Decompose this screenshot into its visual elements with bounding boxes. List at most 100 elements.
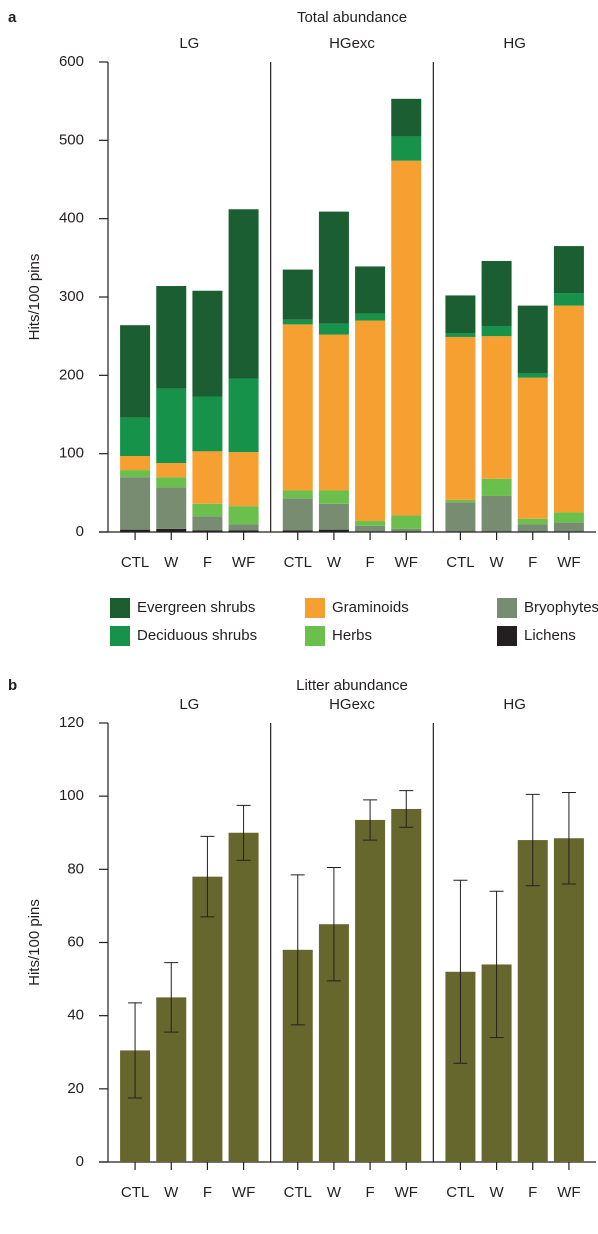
bar	[228, 832, 259, 1162]
bar-segment	[318, 503, 349, 530]
error-bar	[236, 804, 251, 861]
bar-segment	[192, 396, 223, 452]
x-tick-label: F	[365, 1184, 374, 1201]
bar-segment	[517, 531, 548, 532]
bar-segment	[355, 266, 386, 314]
y-tick-label: 600	[59, 53, 84, 70]
bar-segment	[553, 531, 584, 532]
error-bar	[200, 835, 215, 918]
bar-segment	[553, 293, 584, 306]
y-tick-label: 60	[67, 933, 84, 950]
bar-segment	[318, 211, 349, 324]
bar-segment	[445, 502, 476, 532]
group-label: HG	[503, 35, 526, 52]
bar-segment	[355, 313, 386, 321]
bar-segment	[355, 525, 386, 532]
bar-segment	[355, 531, 386, 532]
y-tick-label: 0	[76, 1153, 84, 1170]
error-bar	[399, 790, 414, 828]
y-tick-label: 300	[59, 288, 84, 305]
bar-segment	[120, 477, 151, 530]
legend-label: Lichens	[524, 627, 576, 644]
x-tick-label: W	[164, 1184, 179, 1201]
x-tick-label: CTL	[446, 554, 474, 571]
bar-segment	[318, 490, 349, 504]
group-label: HG	[503, 696, 526, 713]
bar-segment	[391, 515, 422, 529]
bar	[391, 808, 422, 1162]
bar-segment	[228, 452, 259, 507]
bar-segment	[553, 246, 584, 294]
x-tick-label: F	[528, 554, 537, 571]
legend-swatch	[305, 598, 325, 618]
x-tick-label: W	[327, 1184, 342, 1201]
y-tick-label: 40	[67, 1007, 84, 1024]
legend-swatch	[110, 626, 130, 646]
panel-label: b	[8, 677, 17, 694]
bar-segment	[445, 499, 476, 503]
legend-label: Bryophytes	[524, 599, 598, 616]
bar-segment	[355, 521, 386, 526]
error-bar	[290, 874, 305, 1026]
y-tick-label: 400	[59, 210, 84, 227]
x-tick-label: W	[327, 554, 342, 571]
y-axis-label: Hits/100 pins	[26, 899, 43, 986]
legend-label: Graminoids	[332, 599, 409, 616]
error-bar	[363, 799, 378, 841]
x-tick-label: W	[489, 554, 504, 571]
x-tick-label: F	[528, 1184, 537, 1201]
bar-segment	[156, 528, 187, 532]
bar-segment	[481, 260, 512, 326]
legend-label: Deciduous shrubs	[137, 627, 257, 644]
bar-segment	[156, 487, 187, 529]
bar-segment	[228, 506, 259, 525]
bar-segment	[553, 305, 584, 513]
bar-segment	[553, 522, 584, 532]
bar-segment	[517, 305, 548, 373]
x-tick-label: WF	[557, 554, 580, 571]
bar-segment	[192, 530, 223, 532]
bar-segment	[481, 325, 512, 337]
panel-label: a	[8, 9, 17, 26]
group-label: HGexc	[329, 696, 375, 713]
bar-segment	[192, 290, 223, 397]
bar-segment	[120, 529, 151, 532]
bar	[355, 819, 386, 1162]
bar-segment	[445, 295, 476, 334]
error-bar	[525, 793, 540, 887]
bar-segment	[120, 417, 151, 457]
bar-segment	[318, 334, 349, 491]
chart-title: Litter abundance	[296, 677, 408, 694]
chart-title: Total abundance	[297, 9, 407, 26]
legend-swatch	[497, 626, 517, 646]
bar-segment	[228, 378, 259, 453]
bar	[517, 840, 548, 1162]
bar-segment	[156, 477, 187, 488]
legend-swatch	[497, 598, 517, 618]
error-bar	[489, 890, 504, 1039]
bar-segment	[120, 456, 151, 471]
x-tick-label: F	[203, 1184, 212, 1201]
bar-segment	[355, 320, 386, 522]
bar-segment	[481, 495, 512, 532]
bar	[553, 838, 584, 1162]
group-label: HGexc	[329, 35, 375, 52]
bar-segment	[282, 269, 313, 320]
bar-segment	[282, 324, 313, 491]
bar-segment	[282, 530, 313, 532]
y-tick-label: 200	[59, 366, 84, 383]
y-tick-label: 100	[59, 787, 84, 804]
bar-segment	[481, 478, 512, 496]
bar-segment	[192, 503, 223, 517]
bar-segment	[156, 286, 187, 389]
y-tick-label: 0	[76, 523, 84, 540]
bar-segment	[517, 518, 548, 525]
group-label: LG	[179, 35, 199, 52]
legend-swatch	[305, 626, 325, 646]
error-bar	[453, 879, 468, 1064]
x-tick-label: WF	[395, 554, 418, 571]
x-tick-label: CTL	[284, 1184, 312, 1201]
bar-segment	[391, 160, 422, 516]
